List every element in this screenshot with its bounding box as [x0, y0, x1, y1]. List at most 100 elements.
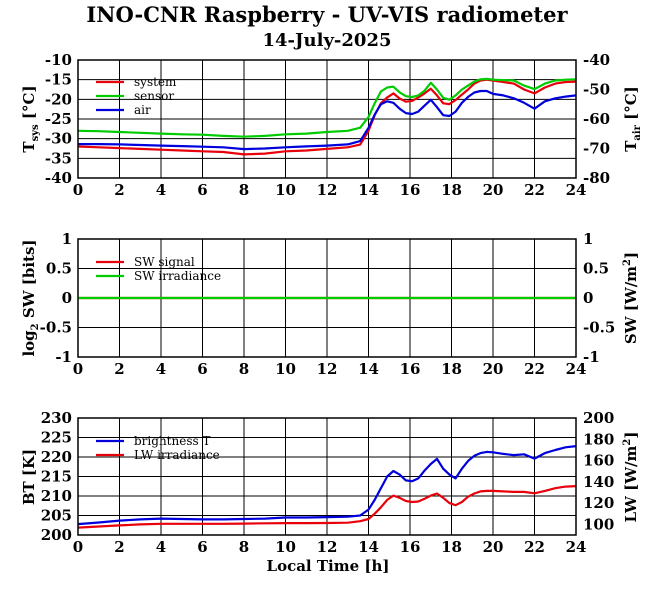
x-axis-label: Local Time [h] — [267, 557, 390, 575]
x-tick-label: 6 — [197, 538, 207, 556]
y-right-tick-label: 160 — [583, 452, 614, 470]
y-right-tick-label: 0 — [583, 289, 593, 307]
series-line-sensor — [77, 77, 577, 138]
x-tick-label: 12 — [317, 360, 338, 378]
y-right-tick-label: -0.5 — [583, 319, 615, 337]
y-right-tick-label: 120 — [583, 494, 614, 512]
series-line-brightness-t — [77, 445, 577, 526]
y-left-tick-label: -40 — [45, 169, 72, 187]
x-tick-label: 4 — [156, 181, 166, 199]
x-tick-label: 12 — [317, 181, 338, 199]
panel-1: -10-15-20-25-30-35-40-40-50-60-70-800 2 4 6… — [20, 51, 643, 199]
y-left-tick-label: 0 — [62, 289, 72, 307]
x-tick-label: 22 — [524, 538, 545, 556]
y-right-tick-label: -60 — [583, 110, 610, 128]
x-tick-label: 22 — [524, 181, 545, 199]
y-right-axis-label: LW [W/m2] — [622, 432, 640, 523]
figure-date: 14-July-2025 — [263, 30, 392, 51]
x-tick-label: 24 — [566, 538, 587, 556]
plot-frame — [77, 59, 577, 179]
y-left-tick-label: -20 — [45, 90, 72, 108]
y-right-tick-label: -40 — [583, 51, 610, 69]
y-right-tick-label: 140 — [583, 473, 614, 491]
legend-label: system — [134, 75, 177, 89]
y-left-tick-label: 205 — [41, 507, 72, 525]
legend-label: brightness T — [134, 434, 210, 448]
y-left-tick-label: -35 — [45, 149, 72, 167]
y-left-tick-label: -10 — [45, 51, 72, 69]
series-line-air — [78, 89, 577, 151]
y-right-tick-label: 200 — [583, 409, 614, 427]
x-tick-label: 20 — [483, 538, 504, 556]
legend-label: SW irradiance — [134, 269, 221, 283]
plot-frame — [77, 417, 577, 536]
figure-title: INO-CNR Raspberry - UV-VIS radiometer — [86, 2, 568, 27]
legend-label: LW irradiance — [134, 448, 220, 462]
x-tick-label: 18 — [441, 181, 462, 199]
x-tick-label: 4 — [156, 360, 166, 378]
series-line-lw-irradiance — [77, 485, 577, 529]
x-tick-label: 2 — [114, 181, 124, 199]
legend-label: SW signal — [134, 255, 195, 269]
x-tick-label: 4 — [156, 538, 166, 556]
x-tick-label: 6 — [197, 181, 207, 199]
x-tick-label: 16 — [400, 360, 421, 378]
y-left-tick-label: -25 — [45, 110, 72, 128]
x-tick-label: 0 — [73, 181, 83, 199]
y-left-tick-label: -0.5 — [40, 319, 72, 337]
y-left-tick-label: 210 — [41, 487, 72, 505]
y-left-tick-label: 200 — [41, 526, 72, 544]
x-tick-label: 10 — [275, 360, 296, 378]
x-tick-label: 24 — [566, 181, 587, 199]
x-tick-label: 8 — [239, 181, 249, 199]
y-right-tick-label: -70 — [583, 140, 610, 158]
y-right-tick-label: 180 — [583, 430, 614, 448]
y-left-tick-label: 0.5 — [46, 260, 72, 278]
x-tick-label: 16 — [400, 181, 421, 199]
x-tick-label: 0 — [73, 360, 83, 378]
y-left-tick-label: -30 — [45, 130, 72, 148]
y-right-tick-label: 1 — [583, 230, 593, 248]
y-left-tick-label: 230 — [41, 409, 72, 427]
panel-3: 2302252202152102052002001801601401201000… — [20, 409, 640, 556]
x-tick-label: 6 — [197, 360, 207, 378]
x-tick-label: 12 — [317, 538, 338, 556]
y-left-axis-label: log2 SW [bits] — [20, 239, 41, 356]
y-right-axis-label: Tair [°C] — [622, 86, 643, 152]
y-left-tick-label: -15 — [45, 71, 72, 89]
y-left-tick-label: 1 — [62, 230, 72, 248]
x-tick-label: 0 — [73, 538, 83, 556]
panel-2: 10.50-0.5-110.50-0.5-10 2 4 6 8 10 12 14 16 18 20 2… — [20, 230, 640, 378]
x-tick-label: 10 — [275, 538, 296, 556]
y-left-tick-label: 220 — [41, 448, 72, 466]
x-tick-label: 20 — [483, 360, 504, 378]
y-left-axis-label: BT [K] — [20, 449, 38, 505]
y-left-tick-label: 225 — [41, 429, 72, 447]
y-right-tick-label: 100 — [583, 515, 614, 533]
x-tick-label: 20 — [483, 181, 504, 199]
y-right-tick-label: 0.5 — [583, 260, 609, 278]
y-right-tick-label: -80 — [583, 169, 610, 187]
x-tick-label: 14 — [358, 360, 379, 378]
x-tick-label: 2 — [114, 538, 124, 556]
x-tick-label: 18 — [441, 538, 462, 556]
series-line-system — [77, 78, 577, 156]
x-tick-label: 24 — [566, 360, 587, 378]
x-tick-label: 14 — [358, 181, 379, 199]
legend-label: air — [134, 103, 151, 117]
panels: -10-15-20-25-30-35-40-40-50-60-70-800 2 4 6… — [20, 51, 643, 556]
y-left-tick-label: 215 — [41, 468, 72, 486]
legend-label: sensor — [134, 89, 174, 103]
x-tick-label: 18 — [441, 360, 462, 378]
x-tick-label: 22 — [524, 360, 545, 378]
x-tick-label: 16 — [400, 538, 421, 556]
x-tick-label: 14 — [358, 538, 379, 556]
y-right-axis-label: SW [W/m2] — [622, 252, 640, 344]
y-right-tick-label: -50 — [583, 81, 610, 99]
y-left-tick-label: -1 — [55, 348, 72, 366]
y-right-tick-label: -1 — [583, 348, 600, 366]
plot-frame — [77, 238, 577, 358]
y-left-axis-label: Tsys [°C] — [20, 85, 41, 152]
x-tick-label: 8 — [239, 360, 249, 378]
